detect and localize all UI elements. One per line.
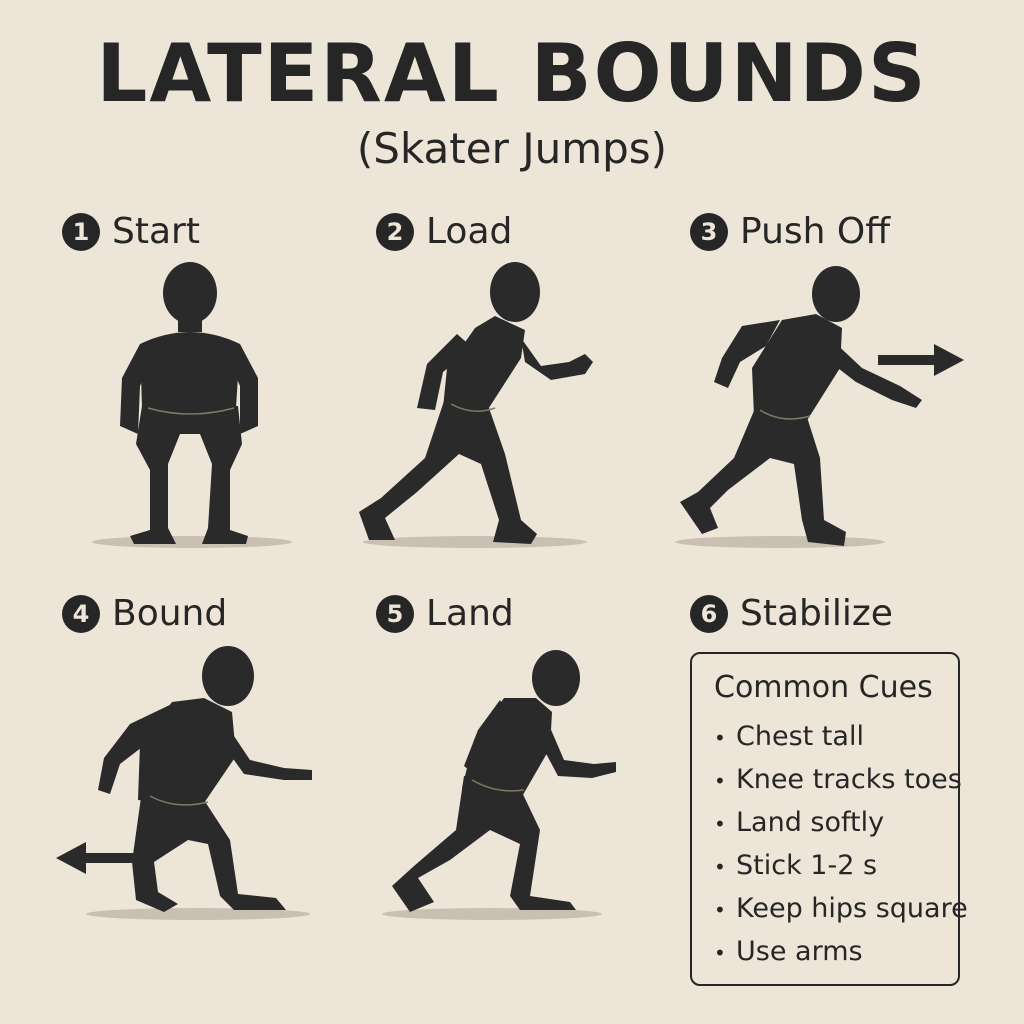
step-label-text: Bound — [112, 593, 228, 634]
bullet-icon: • — [714, 812, 726, 836]
figure-push-off — [670, 258, 970, 558]
step-label-load: 2 Load — [376, 213, 512, 251]
arrow-left-icon — [54, 838, 144, 878]
common-cues-panel: Common Cues • Chest tall • Knee tracks toe… — [690, 652, 968, 986]
step-label-text: Push Off — [740, 211, 891, 252]
step-label-stabilize: 6 Stabilize — [690, 595, 893, 633]
step-label-text: Land — [426, 593, 514, 634]
bullet-icon: • — [714, 726, 726, 750]
step-label-start: 1 Start — [62, 213, 200, 251]
list-item: • Stick 1-2 s — [714, 845, 940, 888]
figure-bound — [80, 640, 320, 930]
cues-title: Common Cues — [714, 670, 933, 705]
bullet-icon: • — [714, 769, 726, 793]
list-item: • Chest tall — [714, 716, 940, 759]
bullet-icon: • — [714, 898, 726, 922]
list-item: • Use arms — [714, 931, 940, 974]
step-label-text: Load — [426, 211, 513, 252]
step-number-badge: 4 — [62, 595, 100, 633]
cues-list: • Chest tall • Knee tracks toes • Land soft… — [714, 716, 968, 974]
figure-land — [380, 640, 620, 930]
figure-load — [355, 258, 605, 558]
step-label-push-off: 3 Push Off — [690, 213, 890, 251]
step-number-badge: 5 — [376, 595, 414, 633]
step-number-badge: 1 — [62, 213, 100, 251]
step-label-bound: 4 Bound — [62, 595, 227, 633]
step-label-land: 5 Land — [376, 595, 514, 633]
page-subtitle: (Skater Jumps) — [356, 124, 668, 173]
step-label-text: Stabilize — [740, 593, 893, 634]
list-item: • Keep hips square — [714, 888, 968, 931]
page-title: LATERAL BOUNDS — [96, 27, 928, 120]
step-label-text: Start — [112, 211, 200, 252]
list-item: • Land softly — [714, 802, 940, 845]
bullet-icon: • — [714, 941, 726, 965]
arrow-right-icon — [876, 340, 966, 380]
step-number-badge: 2 — [376, 213, 414, 251]
step-number-badge: 3 — [690, 213, 728, 251]
step-number-badge: 6 — [690, 595, 728, 633]
bullet-icon: • — [714, 855, 726, 879]
figure-start — [80, 258, 310, 558]
list-item: • Knee tracks toes — [714, 759, 962, 802]
